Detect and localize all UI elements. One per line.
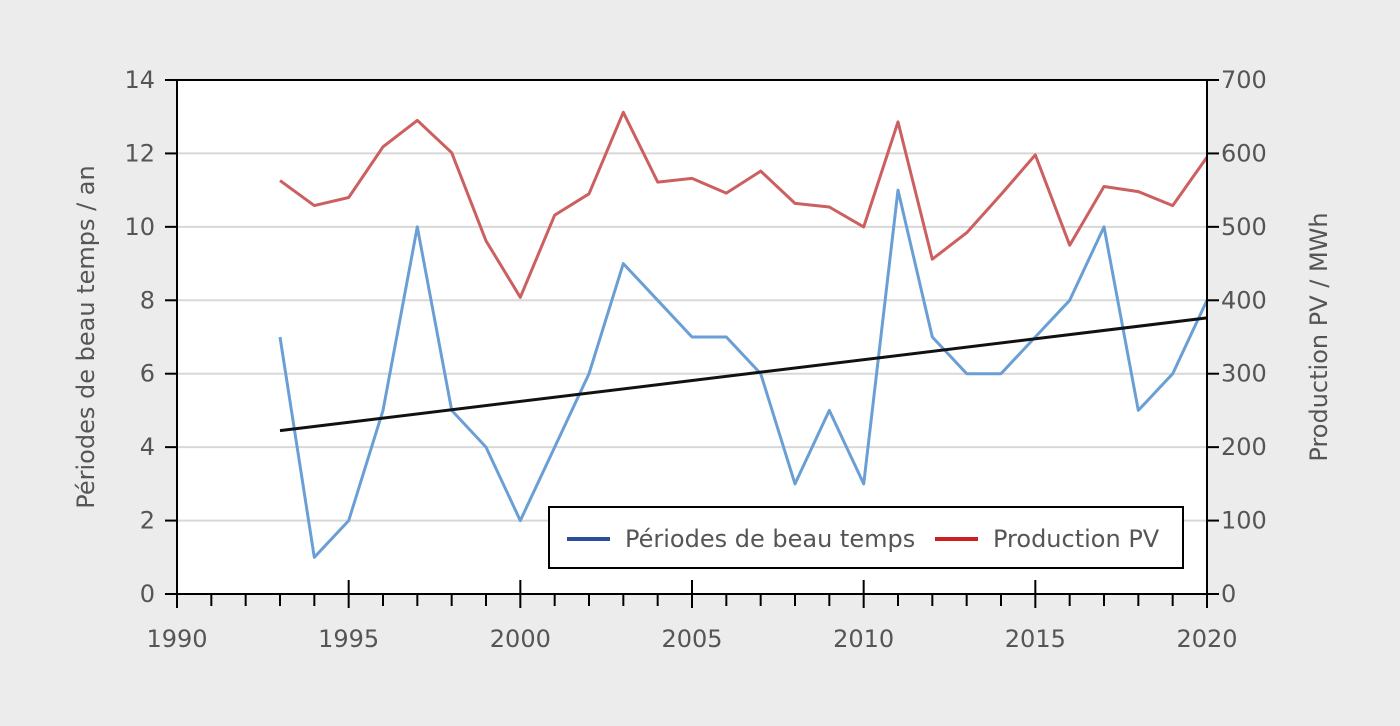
x-tick-label: 1995 (318, 625, 379, 653)
series-line-periodes (278, 188, 1209, 559)
y-left-tick-label: 14 (124, 66, 155, 94)
y-axis-right: 0 100 200 300 400 500 600 700 (1207, 66, 1267, 608)
trend-line (279, 316, 1208, 433)
y-axis-right-title: Production PV / MWh (1305, 212, 1333, 461)
x-tick-label: 2005 (661, 625, 722, 653)
x-axis: 1990 1995 2000 2005 2010 2015 2020 (146, 580, 1238, 653)
x-tick-label: 2010 (833, 625, 894, 653)
legend-label-periodes: Périodes de beau temps (625, 525, 915, 553)
x-tick-label: 2020 (1176, 625, 1237, 653)
legend-label-production: Production PV (993, 525, 1160, 553)
y-left-tick-label: 2 (140, 507, 155, 535)
y-right-tick-label: 500 (1221, 213, 1267, 241)
y-right-tick-label: 600 (1221, 139, 1267, 167)
x-tick-label: 2000 (490, 625, 551, 653)
y-right-tick-label: 100 (1221, 507, 1267, 535)
y-left-tick-label: 8 (140, 286, 155, 314)
y-left-tick-label: 4 (140, 433, 155, 461)
series-layer (278, 110, 1209, 559)
y-axis-left: 0 2 4 6 8 10 12 14 (124, 66, 177, 608)
y-right-tick-label: 400 (1221, 286, 1267, 314)
y-left-tick-label: 6 (140, 360, 155, 388)
x-tick-label: 2015 (1005, 625, 1066, 653)
y-right-tick-label: 200 (1221, 433, 1267, 461)
x-tick-label: 1990 (146, 625, 207, 653)
y-right-tick-label: 300 (1221, 360, 1267, 388)
legend-box (548, 506, 1184, 569)
y-right-tick-label: 700 (1221, 66, 1267, 94)
legend: Périodes de beau temps Production PV (548, 506, 1184, 569)
y-left-tick-label: 10 (124, 213, 155, 241)
y-left-tick-label: 12 (124, 139, 155, 167)
y-axis-left-title: Périodes de beau temps / an (72, 165, 100, 508)
series-line-production (279, 110, 1209, 299)
y-left-tick-label: 0 (140, 580, 155, 608)
y-right-tick-label: 0 (1221, 580, 1236, 608)
